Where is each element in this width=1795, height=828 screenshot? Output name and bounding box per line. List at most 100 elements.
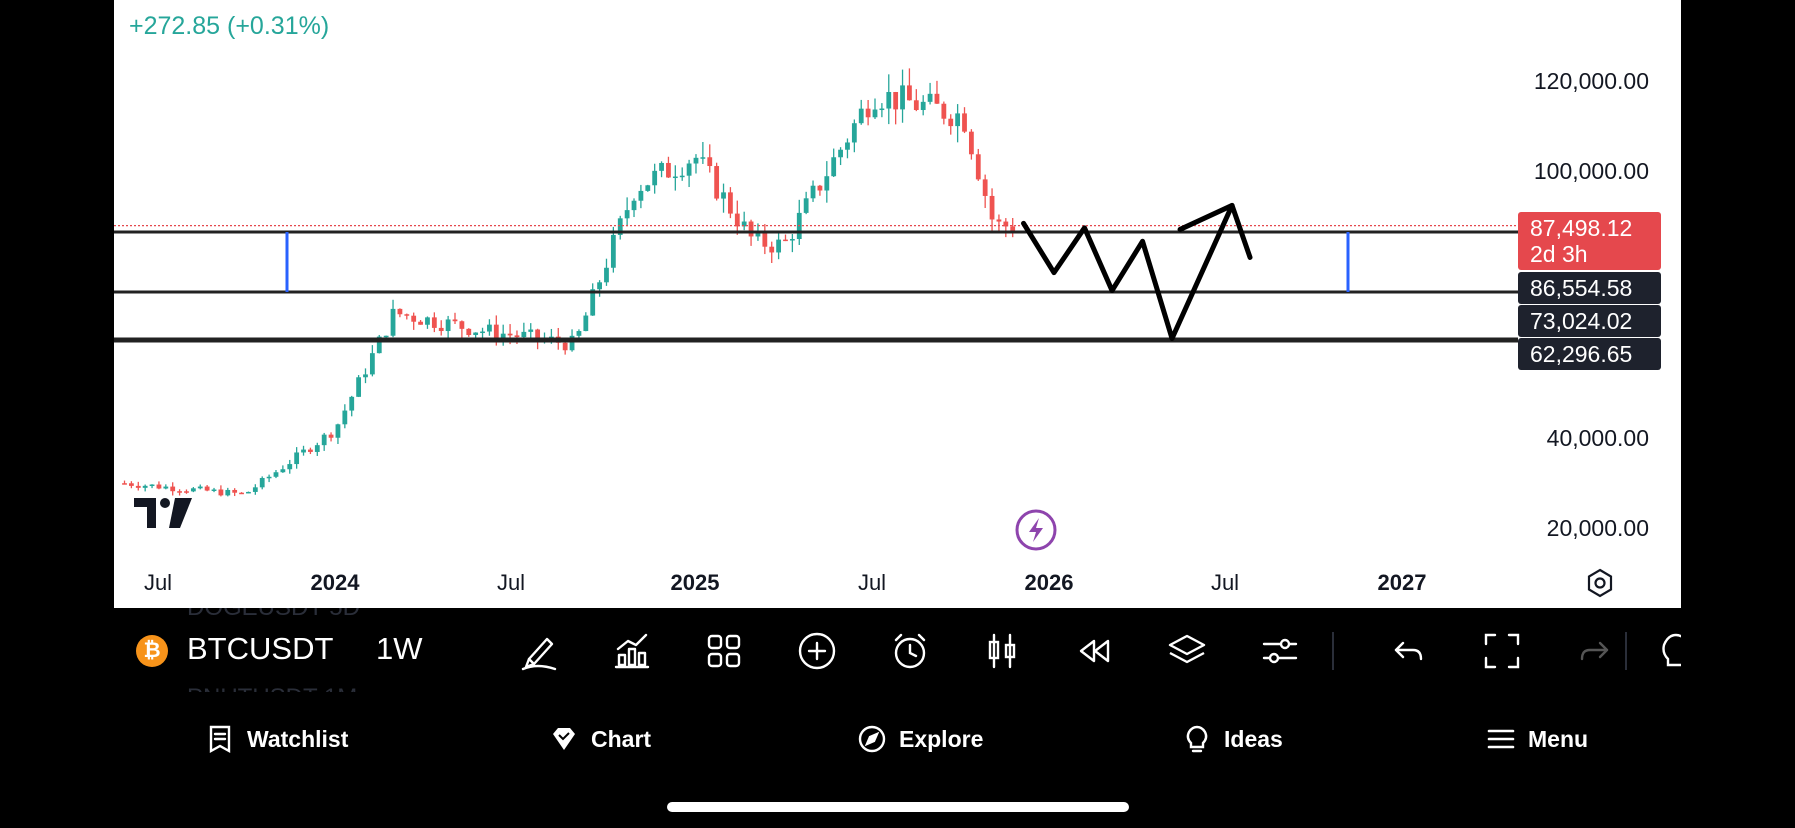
candle[interactable] — [989, 188, 995, 232]
candle[interactable] — [769, 241, 775, 264]
grid-layout-icon[interactable] — [702, 629, 746, 673]
chart-settings-icon[interactable] — [1583, 566, 1617, 600]
candle[interactable] — [982, 174, 988, 209]
candle[interactable] — [390, 299, 396, 338]
replay-icon[interactable] — [1073, 629, 1117, 673]
settings-sliders-icon[interactable] — [1258, 629, 1302, 673]
nav-menu[interactable]: Menu — [1486, 724, 1588, 754]
fullscreen-icon[interactable] — [1480, 629, 1524, 673]
candle[interactable] — [968, 129, 974, 160]
candle[interactable] — [851, 119, 857, 153]
candle[interactable] — [686, 159, 692, 188]
candle[interactable] — [397, 308, 403, 318]
candle[interactable] — [287, 459, 293, 474]
candle[interactable] — [900, 69, 905, 123]
level-price-tag[interactable]: 86,554.58 — [1518, 272, 1661, 304]
candle[interactable] — [776, 232, 782, 260]
candle[interactable] — [927, 82, 933, 105]
candle[interactable] — [714, 162, 720, 201]
candle[interactable] — [135, 481, 141, 491]
candles-icon[interactable] — [980, 629, 1024, 673]
candle[interactable] — [177, 489, 182, 496]
brush-icon[interactable] — [517, 629, 561, 673]
candle[interactable] — [700, 141, 706, 164]
candle[interactable] — [204, 485, 210, 492]
nav-ideas[interactable]: Ideas — [1182, 724, 1283, 754]
candle[interactable] — [803, 191, 809, 215]
candle[interactable] — [590, 283, 596, 316]
candle[interactable] — [170, 482, 176, 496]
candle[interactable] — [480, 327, 485, 338]
candle[interactable] — [645, 184, 651, 192]
candle[interactable] — [845, 138, 850, 159]
candle[interactable] — [948, 114, 954, 135]
candle[interactable] — [246, 491, 251, 494]
plus-circle-icon[interactable] — [795, 629, 839, 673]
candle[interactable] — [487, 319, 492, 336]
candle[interactable] — [349, 395, 355, 417]
candle[interactable] — [666, 156, 671, 178]
candle[interactable] — [610, 226, 616, 273]
symbol-button[interactable]: BTCUSDT — [187, 631, 334, 666]
candle[interactable] — [425, 316, 430, 329]
candle[interactable] — [810, 180, 816, 202]
candle[interactable] — [707, 144, 713, 173]
candle[interactable] — [831, 148, 837, 178]
candle[interactable] — [638, 184, 644, 209]
candle[interactable] — [783, 234, 788, 242]
candle[interactable] — [824, 161, 830, 203]
interval-button[interactable]: 1W — [376, 631, 423, 666]
nav-chart[interactable]: Chart — [549, 724, 651, 754]
candle[interactable] — [1003, 218, 1009, 238]
candle[interactable] — [597, 280, 602, 297]
level-price-tag[interactable]: 73,024.02 — [1518, 305, 1661, 337]
candle[interactable] — [879, 103, 885, 118]
candle[interactable] — [321, 432, 327, 451]
candle[interactable] — [308, 447, 313, 455]
projection-arrowhead[interactable] — [1177, 202, 1253, 260]
candle[interactable] — [941, 101, 947, 125]
undo-icon[interactable] — [1387, 629, 1431, 673]
candle[interactable] — [328, 432, 334, 442]
nav-explore[interactable]: Explore — [857, 724, 983, 754]
candle[interactable] — [252, 484, 258, 495]
candle[interactable] — [528, 323, 534, 341]
candle[interactable] — [893, 91, 899, 125]
candle[interactable] — [218, 485, 224, 497]
candle[interactable] — [789, 234, 795, 253]
nav-watchlist[interactable]: Watchlist — [205, 724, 348, 754]
candle[interactable] — [452, 312, 458, 325]
candle[interactable] — [728, 187, 733, 219]
candle[interactable] — [652, 163, 658, 194]
candle[interactable] — [721, 183, 726, 213]
candle[interactable] — [149, 484, 155, 489]
candle[interactable] — [122, 480, 127, 485]
candle[interactable] — [225, 487, 231, 497]
bitcoin-icon[interactable]: ₿ — [136, 635, 168, 667]
candle[interactable] — [886, 74, 892, 125]
candle[interactable] — [418, 320, 423, 325]
candle[interactable] — [858, 99, 864, 125]
candle[interactable] — [617, 215, 623, 240]
candle[interactable] — [142, 484, 148, 492]
candle[interactable] — [335, 423, 341, 444]
candle[interactable] — [266, 474, 272, 483]
candle[interactable] — [163, 484, 169, 490]
candle[interactable] — [239, 492, 244, 495]
candle[interactable] — [796, 199, 802, 245]
candle[interactable] — [459, 320, 465, 338]
candle[interactable] — [294, 447, 300, 469]
candle[interactable] — [128, 481, 134, 489]
candle[interactable] — [955, 104, 961, 143]
candle[interactable] — [156, 481, 162, 490]
candlestick-chart[interactable] — [114, 0, 1681, 608]
candle[interactable] — [962, 107, 967, 134]
candle[interactable] — [583, 312, 589, 332]
candle[interactable] — [342, 404, 348, 429]
chart-pane[interactable]: +272.85 (+0.31%) 120,000.00 100,000.00 4… — [114, 0, 1681, 608]
candle[interactable] — [975, 148, 981, 181]
candle[interactable] — [404, 313, 410, 320]
candle[interactable] — [197, 484, 203, 490]
indicators-icon[interactable] — [610, 629, 654, 673]
candle[interactable] — [232, 488, 238, 497]
